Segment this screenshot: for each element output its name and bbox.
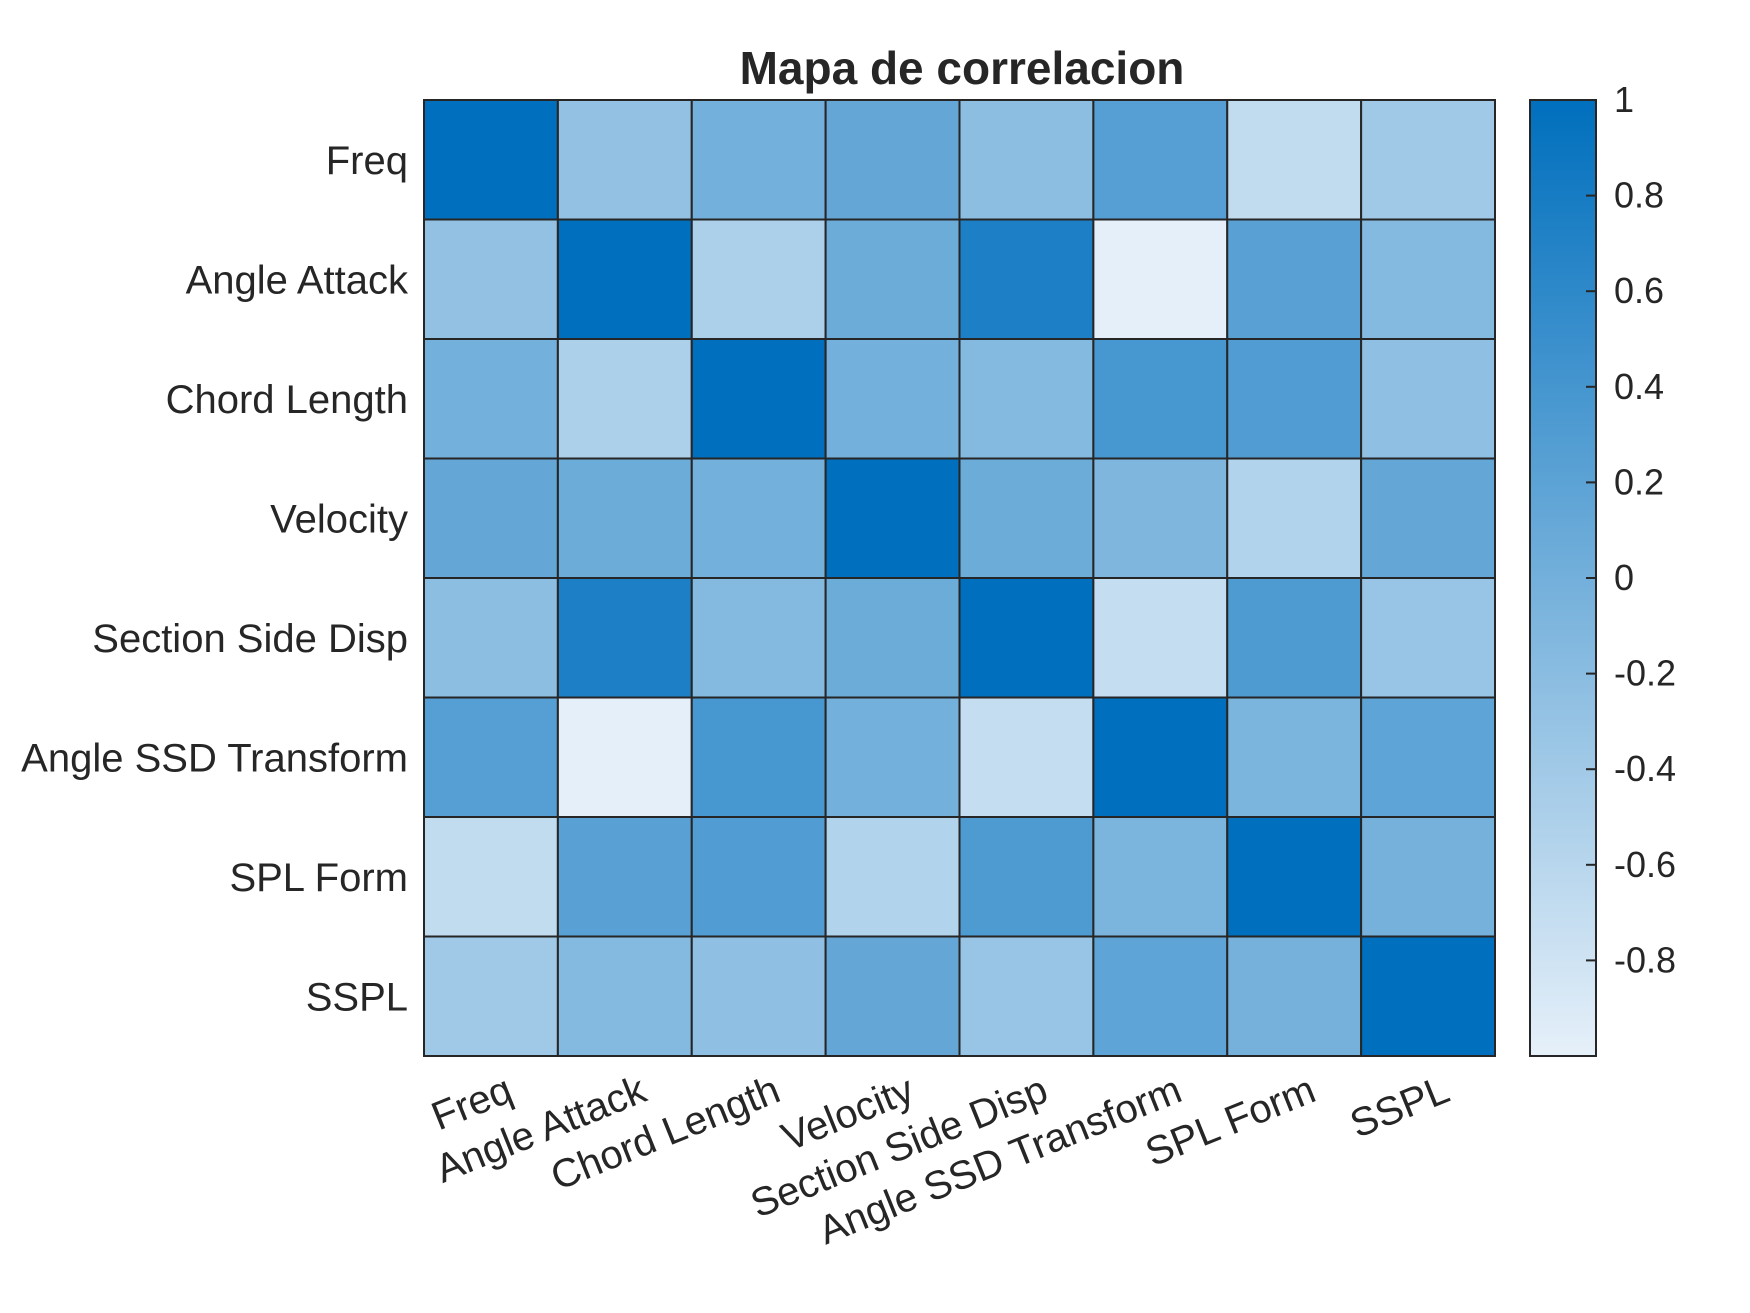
heatmap-cell bbox=[1092, 816, 1229, 938]
heatmap-cell bbox=[423, 935, 559, 1057]
heatmap-cell bbox=[824, 577, 961, 699]
heatmap-cell bbox=[556, 99, 693, 221]
heatmap-cell bbox=[958, 577, 1095, 699]
heatmap-cell bbox=[1226, 696, 1363, 818]
y-tick-label: SPL Form bbox=[229, 856, 408, 900]
heatmap-cell bbox=[690, 816, 827, 938]
heatmap-cell bbox=[1092, 338, 1229, 460]
heatmap-cell bbox=[423, 577, 559, 699]
heatmap-cell bbox=[1092, 935, 1229, 1057]
colorbar-tick-label: 0.4 bbox=[1614, 366, 1664, 407]
heatmap-cell bbox=[1226, 577, 1363, 699]
heatmap-cell bbox=[958, 457, 1095, 579]
heatmap-cell bbox=[423, 99, 559, 221]
colorbar-ticks: 1 0.8 0.6 0.4 0.2 0 -0.2 -0.4 -0.6 -0.8 bbox=[1586, 79, 1676, 980]
heatmap-cell bbox=[1226, 218, 1363, 340]
y-tick-label: Freq bbox=[326, 139, 408, 183]
heatmap-cell bbox=[1092, 696, 1229, 818]
heatmap-cells bbox=[423, 99, 1496, 1057]
heatmap-cell bbox=[824, 935, 961, 1057]
colorbar-tick-label: 1 bbox=[1614, 79, 1634, 120]
heatmap-cell bbox=[958, 338, 1095, 460]
heatmap-cell bbox=[690, 99, 827, 221]
heatmap-cell bbox=[690, 696, 827, 818]
heatmap-cell bbox=[824, 457, 961, 579]
heatmap-cell bbox=[1226, 816, 1363, 938]
heatmap-cell bbox=[690, 577, 827, 699]
colorbar-tick-label: -0.4 bbox=[1614, 748, 1676, 789]
heatmap-cell bbox=[1226, 338, 1363, 460]
colorbar-tick-label: -0.6 bbox=[1614, 844, 1676, 885]
heatmap-cell bbox=[423, 457, 559, 579]
y-tick-label: Velocity bbox=[270, 497, 408, 541]
heatmap-cell bbox=[556, 577, 693, 699]
heatmap-cell bbox=[423, 338, 559, 460]
heatmap-cell bbox=[556, 218, 693, 340]
colorbar-tick-label: 0.8 bbox=[1614, 175, 1664, 216]
heatmap-cell bbox=[1360, 816, 1496, 938]
heatmap-cell bbox=[1360, 218, 1496, 340]
heatmap-cell bbox=[1360, 577, 1496, 699]
chart-title: Mapa de correlacion bbox=[740, 42, 1185, 94]
heatmap-cell bbox=[1092, 99, 1229, 221]
heatmap-cell bbox=[824, 696, 961, 818]
y-tick-label: Section Side Disp bbox=[92, 617, 408, 661]
colorbar-tick-label: 0 bbox=[1614, 557, 1634, 598]
heatmap-cell bbox=[556, 338, 693, 460]
heatmap-cell bbox=[690, 218, 827, 340]
heatmap-cell bbox=[690, 338, 827, 460]
heatmap-cell bbox=[958, 218, 1095, 340]
heatmap-cell bbox=[1360, 338, 1496, 460]
heatmap-cell bbox=[423, 696, 559, 818]
heatmap-cell bbox=[556, 696, 693, 818]
heatmap-cell bbox=[1226, 99, 1363, 221]
colorbar-tick-label: 0.6 bbox=[1614, 270, 1664, 311]
y-tick-label: SSPL bbox=[306, 975, 408, 1019]
heatmap-cell bbox=[556, 935, 693, 1057]
y-tick-label: Chord Length bbox=[166, 378, 408, 422]
heatmap-cell bbox=[958, 99, 1095, 221]
heatmap-cell bbox=[958, 935, 1095, 1057]
colorbar-tick-label: 0.2 bbox=[1614, 461, 1664, 502]
heatmap-cell bbox=[690, 935, 827, 1057]
heatmap-cell bbox=[824, 338, 961, 460]
y-tick-label: Angle Attack bbox=[186, 258, 409, 302]
heatmap-cell bbox=[1360, 99, 1496, 221]
heatmap-cell bbox=[1226, 935, 1363, 1057]
heatmap-cell bbox=[1092, 577, 1229, 699]
heatmap-cell bbox=[958, 696, 1095, 818]
heatmap-cell bbox=[556, 816, 693, 938]
x-tick-label: SSPL bbox=[1344, 1068, 1455, 1147]
heatmap-cell bbox=[824, 218, 961, 340]
heatmap-cell bbox=[1092, 457, 1229, 579]
heatmap-cell bbox=[1360, 696, 1496, 818]
y-tick-label: Angle SSD Transform bbox=[21, 736, 408, 780]
heatmap-cell bbox=[556, 457, 693, 579]
y-axis-labels: Freq Angle Attack Chord Length Velocity Sect… bbox=[21, 139, 409, 1020]
heatmap-cell bbox=[423, 816, 559, 938]
colorbar-tick-label: -0.8 bbox=[1614, 939, 1676, 980]
heatmap-cell bbox=[1360, 457, 1496, 579]
heatmap-cell bbox=[1092, 218, 1229, 340]
colorbar-tick-label: -0.2 bbox=[1614, 653, 1676, 694]
heatmap-cell bbox=[958, 816, 1095, 938]
heatmap-cell bbox=[824, 99, 961, 221]
heatmap-cell bbox=[1226, 457, 1363, 579]
heatmap-cell bbox=[690, 457, 827, 579]
heatmap-cell bbox=[824, 816, 961, 938]
heatmap-cell bbox=[1360, 935, 1496, 1057]
heatmap-cell bbox=[423, 218, 559, 340]
